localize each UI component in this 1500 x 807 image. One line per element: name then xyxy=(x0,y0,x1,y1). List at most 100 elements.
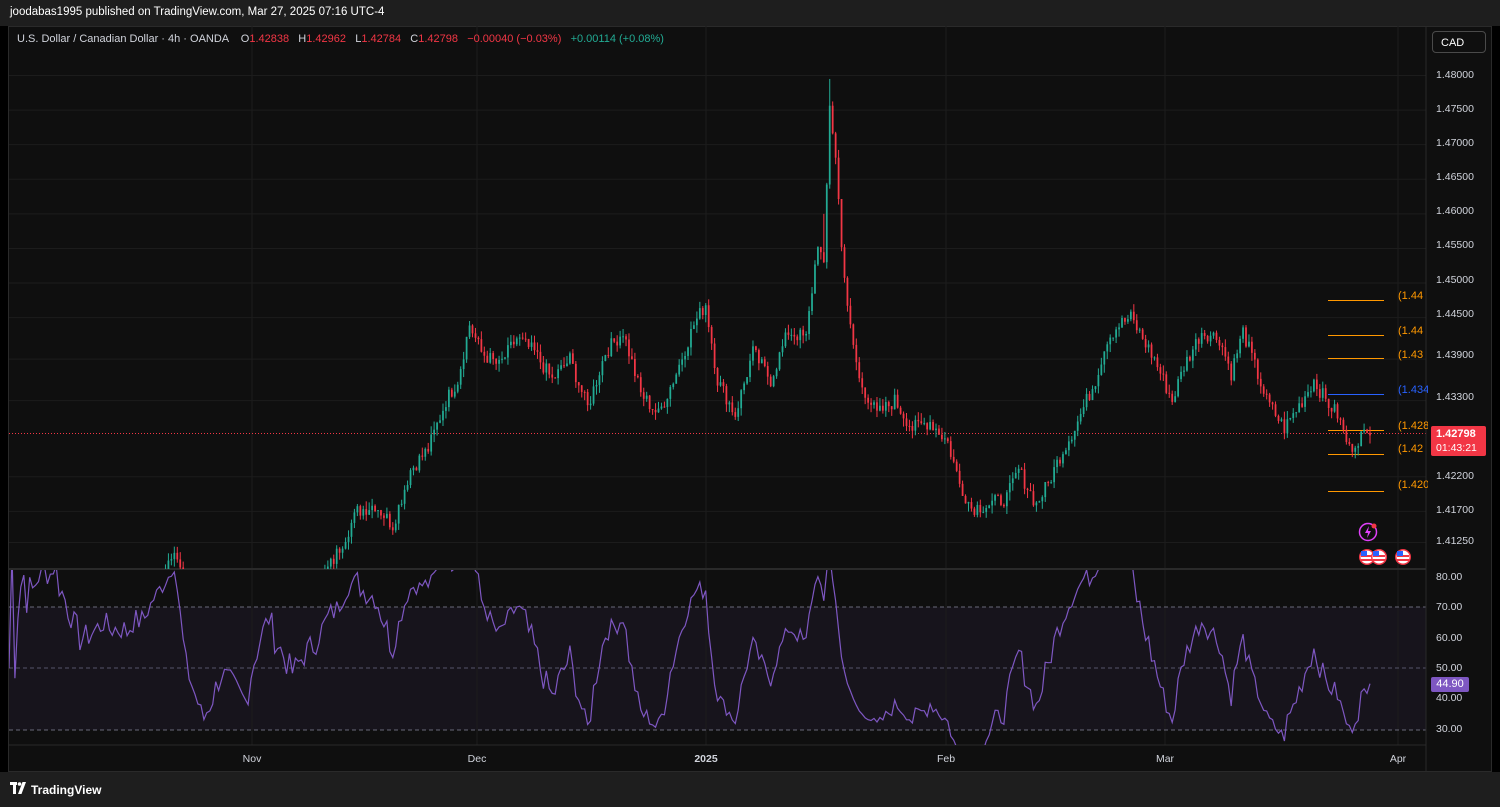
price-tick: 1.45000 xyxy=(1436,274,1474,286)
candle-body xyxy=(654,409,657,413)
candle-body xyxy=(837,157,840,200)
candle-body xyxy=(817,247,819,265)
price-tick: 1.47500 xyxy=(1436,103,1474,115)
us-flag-icon[interactable] xyxy=(1395,549,1411,565)
candle-body xyxy=(852,324,855,345)
candle-body xyxy=(769,376,772,387)
candle-body xyxy=(905,418,908,426)
candle-body xyxy=(1321,388,1324,398)
candle-body xyxy=(391,527,394,531)
candle-body xyxy=(949,441,952,457)
candle-body xyxy=(283,597,285,602)
candle-body xyxy=(997,495,999,497)
candle-body xyxy=(1183,370,1185,372)
candle-body xyxy=(932,421,934,431)
candle-body xyxy=(1067,441,1070,451)
published-info-text: joodabas1995 published on TradingView.co… xyxy=(10,6,385,18)
candle-body xyxy=(914,419,917,431)
candle-body xyxy=(1041,497,1044,502)
tradingview-logo-icon[interactable] xyxy=(10,782,26,794)
candle-body xyxy=(545,363,548,373)
candle-body xyxy=(1038,501,1041,503)
candle-body xyxy=(551,374,554,378)
candle-body xyxy=(1082,407,1085,415)
candle-body xyxy=(1342,419,1345,430)
currency-button[interactable]: CAD xyxy=(1432,31,1486,53)
candle-body xyxy=(332,558,335,564)
candle-body xyxy=(672,383,675,388)
legend-low-value: 1.42784 xyxy=(361,33,402,45)
us-flag-icon[interactable] xyxy=(1359,549,1375,565)
candle-body xyxy=(569,353,571,364)
price-tick: 1.42200 xyxy=(1436,470,1474,482)
candle-body xyxy=(268,589,270,591)
candle-body xyxy=(752,346,754,361)
us-flag-icon[interactable] xyxy=(1371,549,1387,565)
candle-body xyxy=(811,293,813,312)
candle-body xyxy=(394,523,397,531)
candle-body xyxy=(805,333,807,336)
candle-body xyxy=(958,470,961,484)
candle-body xyxy=(436,422,438,430)
candle-body xyxy=(1366,429,1368,433)
candle-body xyxy=(1171,393,1174,402)
candle-body xyxy=(365,509,368,515)
candle-body xyxy=(881,405,884,411)
legend-close-label: C xyxy=(410,33,419,45)
candle-body xyxy=(870,402,872,405)
candle-body xyxy=(604,355,607,362)
candle-body xyxy=(371,505,374,511)
candle-body xyxy=(1357,446,1360,448)
candle-body xyxy=(167,560,170,569)
candle-body xyxy=(1324,388,1327,399)
candle-body xyxy=(610,338,613,357)
candle-body xyxy=(698,308,701,319)
candle-body xyxy=(415,467,418,471)
candle-body xyxy=(1050,482,1053,484)
candle-body xyxy=(306,591,308,604)
candle-body xyxy=(1115,329,1117,338)
candle-body xyxy=(456,384,459,392)
candle-body xyxy=(1336,404,1339,419)
candle-body xyxy=(1079,414,1082,422)
lightning-icon[interactable] xyxy=(1358,522,1378,542)
candle-body xyxy=(725,386,728,405)
candle-body xyxy=(855,344,858,363)
legend-extra-change: +0.00114 (+0.08%) xyxy=(570,33,664,45)
rsi-tick: 40.00 xyxy=(1436,692,1463,704)
candle-body xyxy=(309,587,311,591)
candle-body xyxy=(557,369,560,379)
candle-body xyxy=(1310,391,1312,393)
candle-body xyxy=(474,333,477,338)
candle-body xyxy=(1333,404,1336,412)
legend-high-value: 1.42962 xyxy=(306,33,347,45)
candle-body xyxy=(1118,327,1120,330)
candle-body xyxy=(554,377,557,379)
candle-body xyxy=(681,359,684,365)
candle-body xyxy=(548,363,551,375)
tradingview-brand[interactable]: TradingView xyxy=(31,783,102,797)
economic-events-icons[interactable] xyxy=(1357,547,1413,567)
candle-body xyxy=(1047,482,1050,484)
time-tick: Nov xyxy=(242,753,262,765)
candle-body xyxy=(896,394,899,408)
candle-body xyxy=(1135,320,1138,331)
candle-body xyxy=(501,358,503,360)
price-tick: 1.43300 xyxy=(1436,391,1474,403)
legend-symbol[interactable]: U.S. Dollar / Canadian Dollar · 4h · OAN… xyxy=(17,33,229,45)
candle-body xyxy=(1156,357,1159,368)
candle-body xyxy=(908,425,911,427)
candle-body xyxy=(991,500,993,506)
candle-body xyxy=(1215,332,1218,340)
candle-body xyxy=(498,359,500,364)
candle-body xyxy=(973,508,976,515)
candle-body xyxy=(938,428,940,435)
candle-body xyxy=(280,597,282,598)
candle-body xyxy=(386,513,388,518)
time-tick: Mar xyxy=(1155,753,1175,765)
candle-body xyxy=(1162,373,1165,375)
candle-body xyxy=(1271,402,1274,405)
candle-body xyxy=(911,425,914,431)
candle-body xyxy=(1274,404,1277,416)
